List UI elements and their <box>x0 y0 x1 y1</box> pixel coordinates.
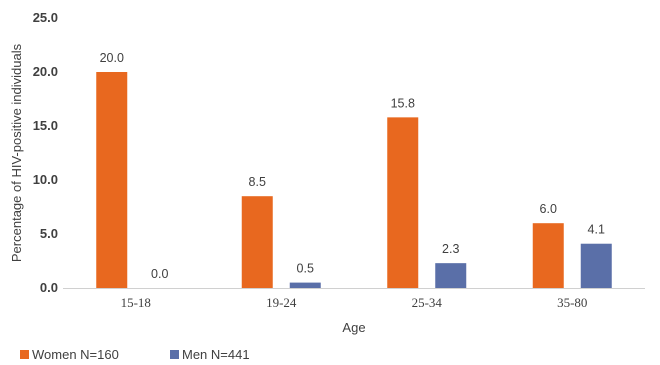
y-tick-label: 25.0 <box>33 10 58 25</box>
bar-men-35-80 <box>580 243 612 288</box>
bar-men-19-24 <box>289 282 321 288</box>
bar-women-19-24 <box>241 196 273 288</box>
data-label: 4.1 <box>588 223 605 237</box>
y-axis-ticks: 0.0 5.0 10.0 15.0 20.0 25.0 <box>33 10 58 295</box>
legend-swatch <box>20 350 29 359</box>
x-tick-label: 25-34 <box>412 295 443 310</box>
y-tick-label: 15.0 <box>33 118 58 133</box>
data-label: 0.5 <box>297 262 314 276</box>
y-tick-label: 5.0 <box>40 226 58 241</box>
bar-men-25-34 <box>435 263 467 288</box>
bar-women-25-34 <box>387 117 419 288</box>
legend: Women N=160 Men N=441 <box>20 347 250 362</box>
bars <box>96 72 612 288</box>
x-axis-ticks: 15-18 19-24 25-34 35-80 <box>121 295 588 310</box>
data-label: 0.0 <box>151 267 168 281</box>
data-labels: 20.0 8.5 15.8 6.0 0.0 0.5 2.3 4.1 <box>100 51 605 281</box>
data-label: 8.5 <box>249 175 266 189</box>
x-tick-label: 19-24 <box>266 295 297 310</box>
bar-women-35-80 <box>532 223 564 288</box>
y-tick-label: 0.0 <box>40 280 58 295</box>
data-label: 6.0 <box>540 202 557 216</box>
data-label: 2.3 <box>442 242 459 256</box>
legend-swatch <box>170 350 179 359</box>
legend-label: Men N=441 <box>182 347 250 362</box>
bar-women-15-18 <box>96 72 128 288</box>
x-tick-label: 35-80 <box>557 295 587 310</box>
y-tick-label: 20.0 <box>33 64 58 79</box>
y-tick-label: 10.0 <box>33 172 58 187</box>
legend-label: Women N=160 <box>32 347 119 362</box>
data-label: 15.8 <box>391 96 415 110</box>
y-axis-title: Percentage of HIV-positive individuals <box>9 43 24 262</box>
x-tick-label: 15-18 <box>121 295 151 310</box>
x-axis-title: Age <box>342 320 365 335</box>
data-label: 20.0 <box>100 51 124 65</box>
